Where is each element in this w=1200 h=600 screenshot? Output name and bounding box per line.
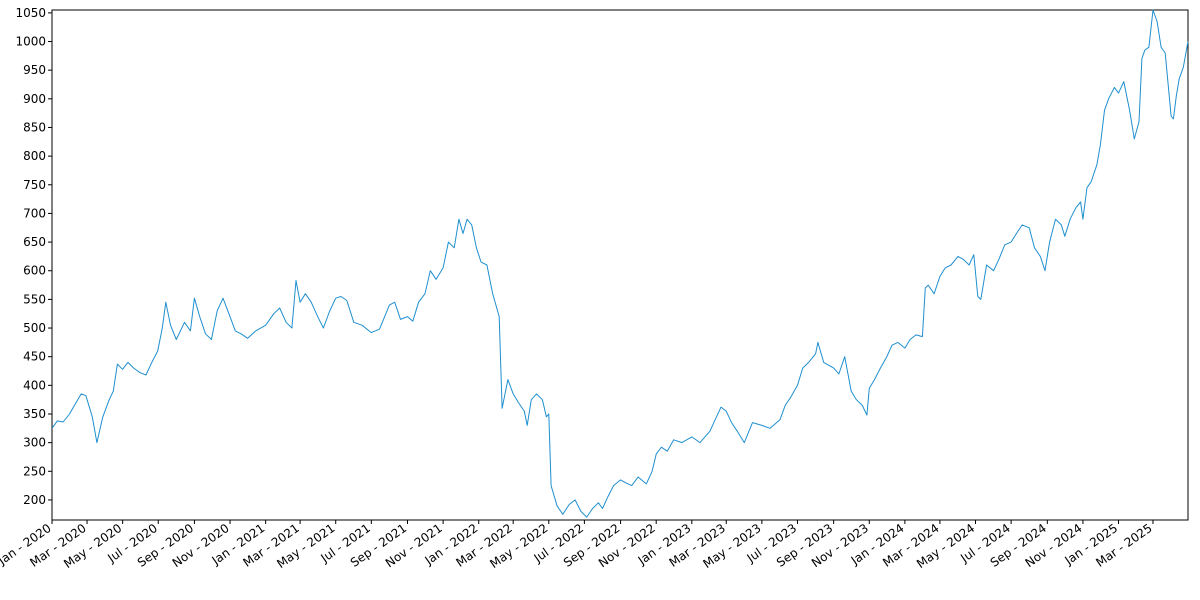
y-tick-label: 500 xyxy=(23,321,46,335)
y-tick-label: 450 xyxy=(23,350,46,364)
y-tick-label: 650 xyxy=(23,235,46,249)
y-tick-label: 700 xyxy=(23,206,46,220)
y-tick-label: 800 xyxy=(23,149,46,163)
y-tick-label: 1000 xyxy=(15,35,46,49)
y-tick-label: 400 xyxy=(23,378,46,392)
y-tick-label: 950 xyxy=(23,63,46,77)
series-layer xyxy=(51,9,1189,518)
y-axis: 200 250 300 350 400 450 500 550 600 650 700 750 800 8… xyxy=(15,6,52,507)
plot-area xyxy=(51,9,1189,521)
y-tick-label: 750 xyxy=(23,178,46,192)
y-tick-label: 1050 xyxy=(15,6,46,20)
y-tick-label: 900 xyxy=(23,92,46,106)
series-line xyxy=(51,9,1189,518)
y-tick-label: 350 xyxy=(23,407,46,421)
y-tick-label: 200 xyxy=(23,493,46,507)
y-tick-label: 550 xyxy=(23,292,46,306)
y-tick-label: 250 xyxy=(23,464,46,478)
y-tick-label: 850 xyxy=(23,120,46,134)
y-tick-label: 300 xyxy=(23,436,46,450)
y-tick-label: 600 xyxy=(23,264,46,278)
